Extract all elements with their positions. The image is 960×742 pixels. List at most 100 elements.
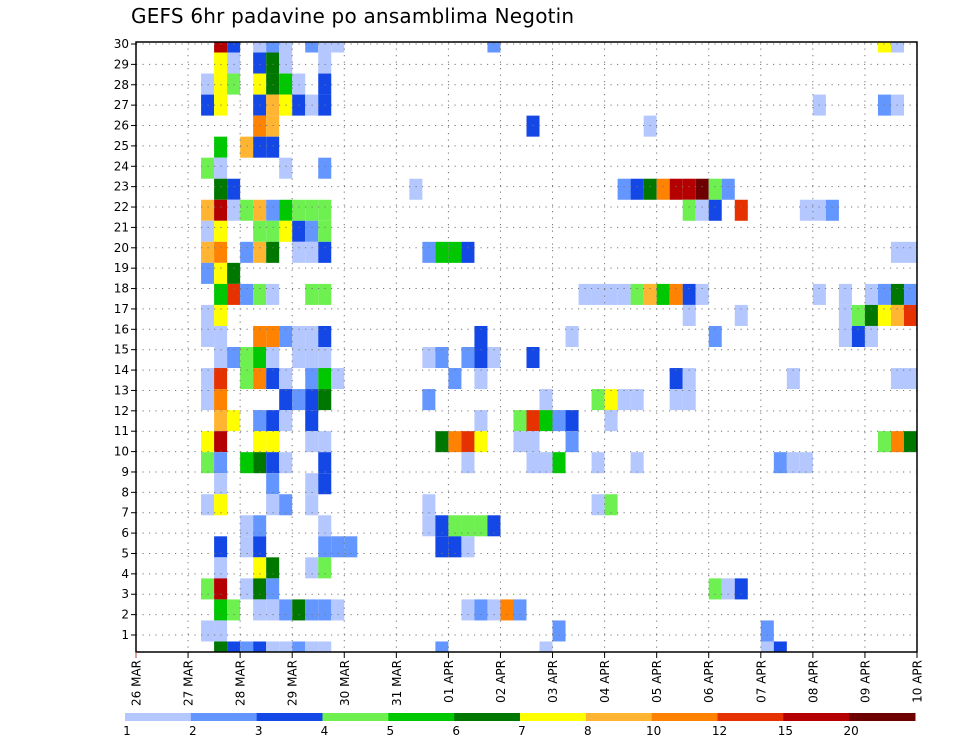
y-tick-label: 14 — [114, 363, 129, 377]
heatmap-cell — [526, 115, 540, 137]
heatmap-cell — [214, 52, 228, 74]
x-tick-label: 31 MAR — [390, 660, 404, 706]
heatmap-cell — [474, 515, 488, 537]
heatmap-cell — [734, 304, 748, 326]
heatmap-cell — [214, 325, 228, 347]
heatmap-cell — [669, 178, 683, 200]
heatmap-cell — [305, 241, 319, 263]
heatmap-cell — [539, 389, 553, 411]
y-tick-label: 24 — [114, 159, 129, 173]
heatmap-cell — [604, 410, 618, 432]
heatmap-cell — [890, 368, 904, 390]
heatmap-cell — [890, 431, 904, 453]
legend-swatch — [256, 713, 323, 721]
heatmap-cell — [890, 241, 904, 263]
heatmap-cell — [448, 368, 462, 390]
heatmap-cell — [760, 641, 774, 652]
heatmap-cell — [669, 368, 683, 390]
heatmap-cell — [318, 431, 332, 453]
heatmap-cell — [422, 494, 436, 516]
heatmap-cell — [214, 557, 228, 579]
heatmap-cell — [422, 515, 436, 537]
heatmap-cell — [877, 304, 891, 326]
heatmap-cell — [864, 325, 878, 347]
heatmap-cell — [253, 199, 267, 221]
heatmap-cell — [227, 199, 241, 221]
heatmap-cell — [578, 283, 592, 305]
x-tick-label: 26 MAR — [130, 660, 144, 706]
heatmap-cell — [474, 599, 488, 621]
heatmap-cell — [435, 347, 449, 369]
heatmap-cell — [214, 368, 228, 390]
y-tick-label: 4 — [121, 567, 129, 581]
heatmap-cell — [318, 389, 332, 411]
x-tick-label: 02 APR — [494, 660, 508, 703]
heatmap-cell — [227, 42, 241, 53]
heatmap-cell — [812, 199, 826, 221]
heatmap-cell — [214, 304, 228, 326]
legend-swatch — [322, 713, 389, 721]
heatmap-cell — [435, 641, 449, 652]
heatmap-cell — [903, 368, 917, 390]
y-tick-label: 11 — [114, 424, 129, 438]
heatmap-cell — [201, 73, 215, 95]
heatmap-cell — [240, 241, 254, 263]
heatmap-cell — [279, 42, 293, 53]
heatmap-cell — [422, 241, 436, 263]
heatmap-cell — [318, 241, 332, 263]
heatmap-cell — [253, 536, 267, 558]
heatmap-cell — [240, 136, 254, 158]
heatmap-cell — [630, 178, 644, 200]
legend-swatch — [717, 713, 784, 721]
heatmap-cell — [214, 641, 228, 652]
heatmap-cell — [617, 178, 631, 200]
legend-swatch — [125, 713, 192, 721]
heatmap-cell — [266, 578, 280, 600]
heatmap-cell — [201, 389, 215, 411]
heatmap-cell — [266, 452, 280, 474]
heatmap-cell — [591, 494, 605, 516]
heatmap-cell — [890, 42, 904, 53]
heatmap-cell — [318, 536, 332, 558]
heatmap-cell — [448, 431, 462, 453]
heatmap-cell — [201, 304, 215, 326]
heatmap-cell — [864, 304, 878, 326]
y-tick-label: 30 — [114, 37, 129, 51]
heatmap-cell — [708, 199, 722, 221]
y-tick-label: 7 — [121, 506, 129, 520]
y-tick-label: 21 — [114, 220, 129, 234]
heatmap-cell — [773, 641, 787, 652]
heatmap-cell — [214, 220, 228, 242]
heatmap-cell — [279, 199, 293, 221]
legend-label: 6 — [452, 724, 460, 738]
heatmap-cell — [292, 389, 306, 411]
x-tick-label: 06 APR — [702, 660, 716, 703]
heatmap-cell — [266, 473, 280, 495]
heatmap-cell — [331, 599, 345, 621]
legend-label: 1 — [123, 724, 131, 738]
heatmap-cell — [201, 620, 215, 642]
heatmap-cell — [539, 641, 553, 652]
heatmap-cell — [253, 73, 267, 95]
heatmap-cell — [214, 452, 228, 474]
legend-label: 10 — [646, 724, 661, 738]
x-tick-label: 28 MAR — [234, 660, 248, 706]
legend-swatch — [388, 713, 455, 721]
heatmap-cell — [513, 431, 527, 453]
heatmap-cell — [279, 368, 293, 390]
heatmap-cell — [565, 325, 579, 347]
y-axis: 1234567891011121314151617181920212223242… — [114, 37, 136, 642]
heatmap-cell — [253, 42, 267, 53]
heatmap-cell — [292, 199, 306, 221]
heatmap-cell — [266, 494, 280, 516]
heatmap-cell — [331, 536, 345, 558]
heatmap-cell — [461, 515, 475, 537]
x-tick-label: 29 MAR — [286, 660, 300, 706]
heatmap-cell — [591, 452, 605, 474]
heatmap-cell — [838, 283, 852, 305]
legend-swatch — [190, 713, 258, 721]
heatmap-cell — [240, 452, 254, 474]
color-legend: 1 2 3 4 5 6 7 8 10 12 15 20 — [123, 713, 916, 738]
heatmap-cell — [487, 42, 501, 53]
legend-swatch — [849, 713, 916, 721]
